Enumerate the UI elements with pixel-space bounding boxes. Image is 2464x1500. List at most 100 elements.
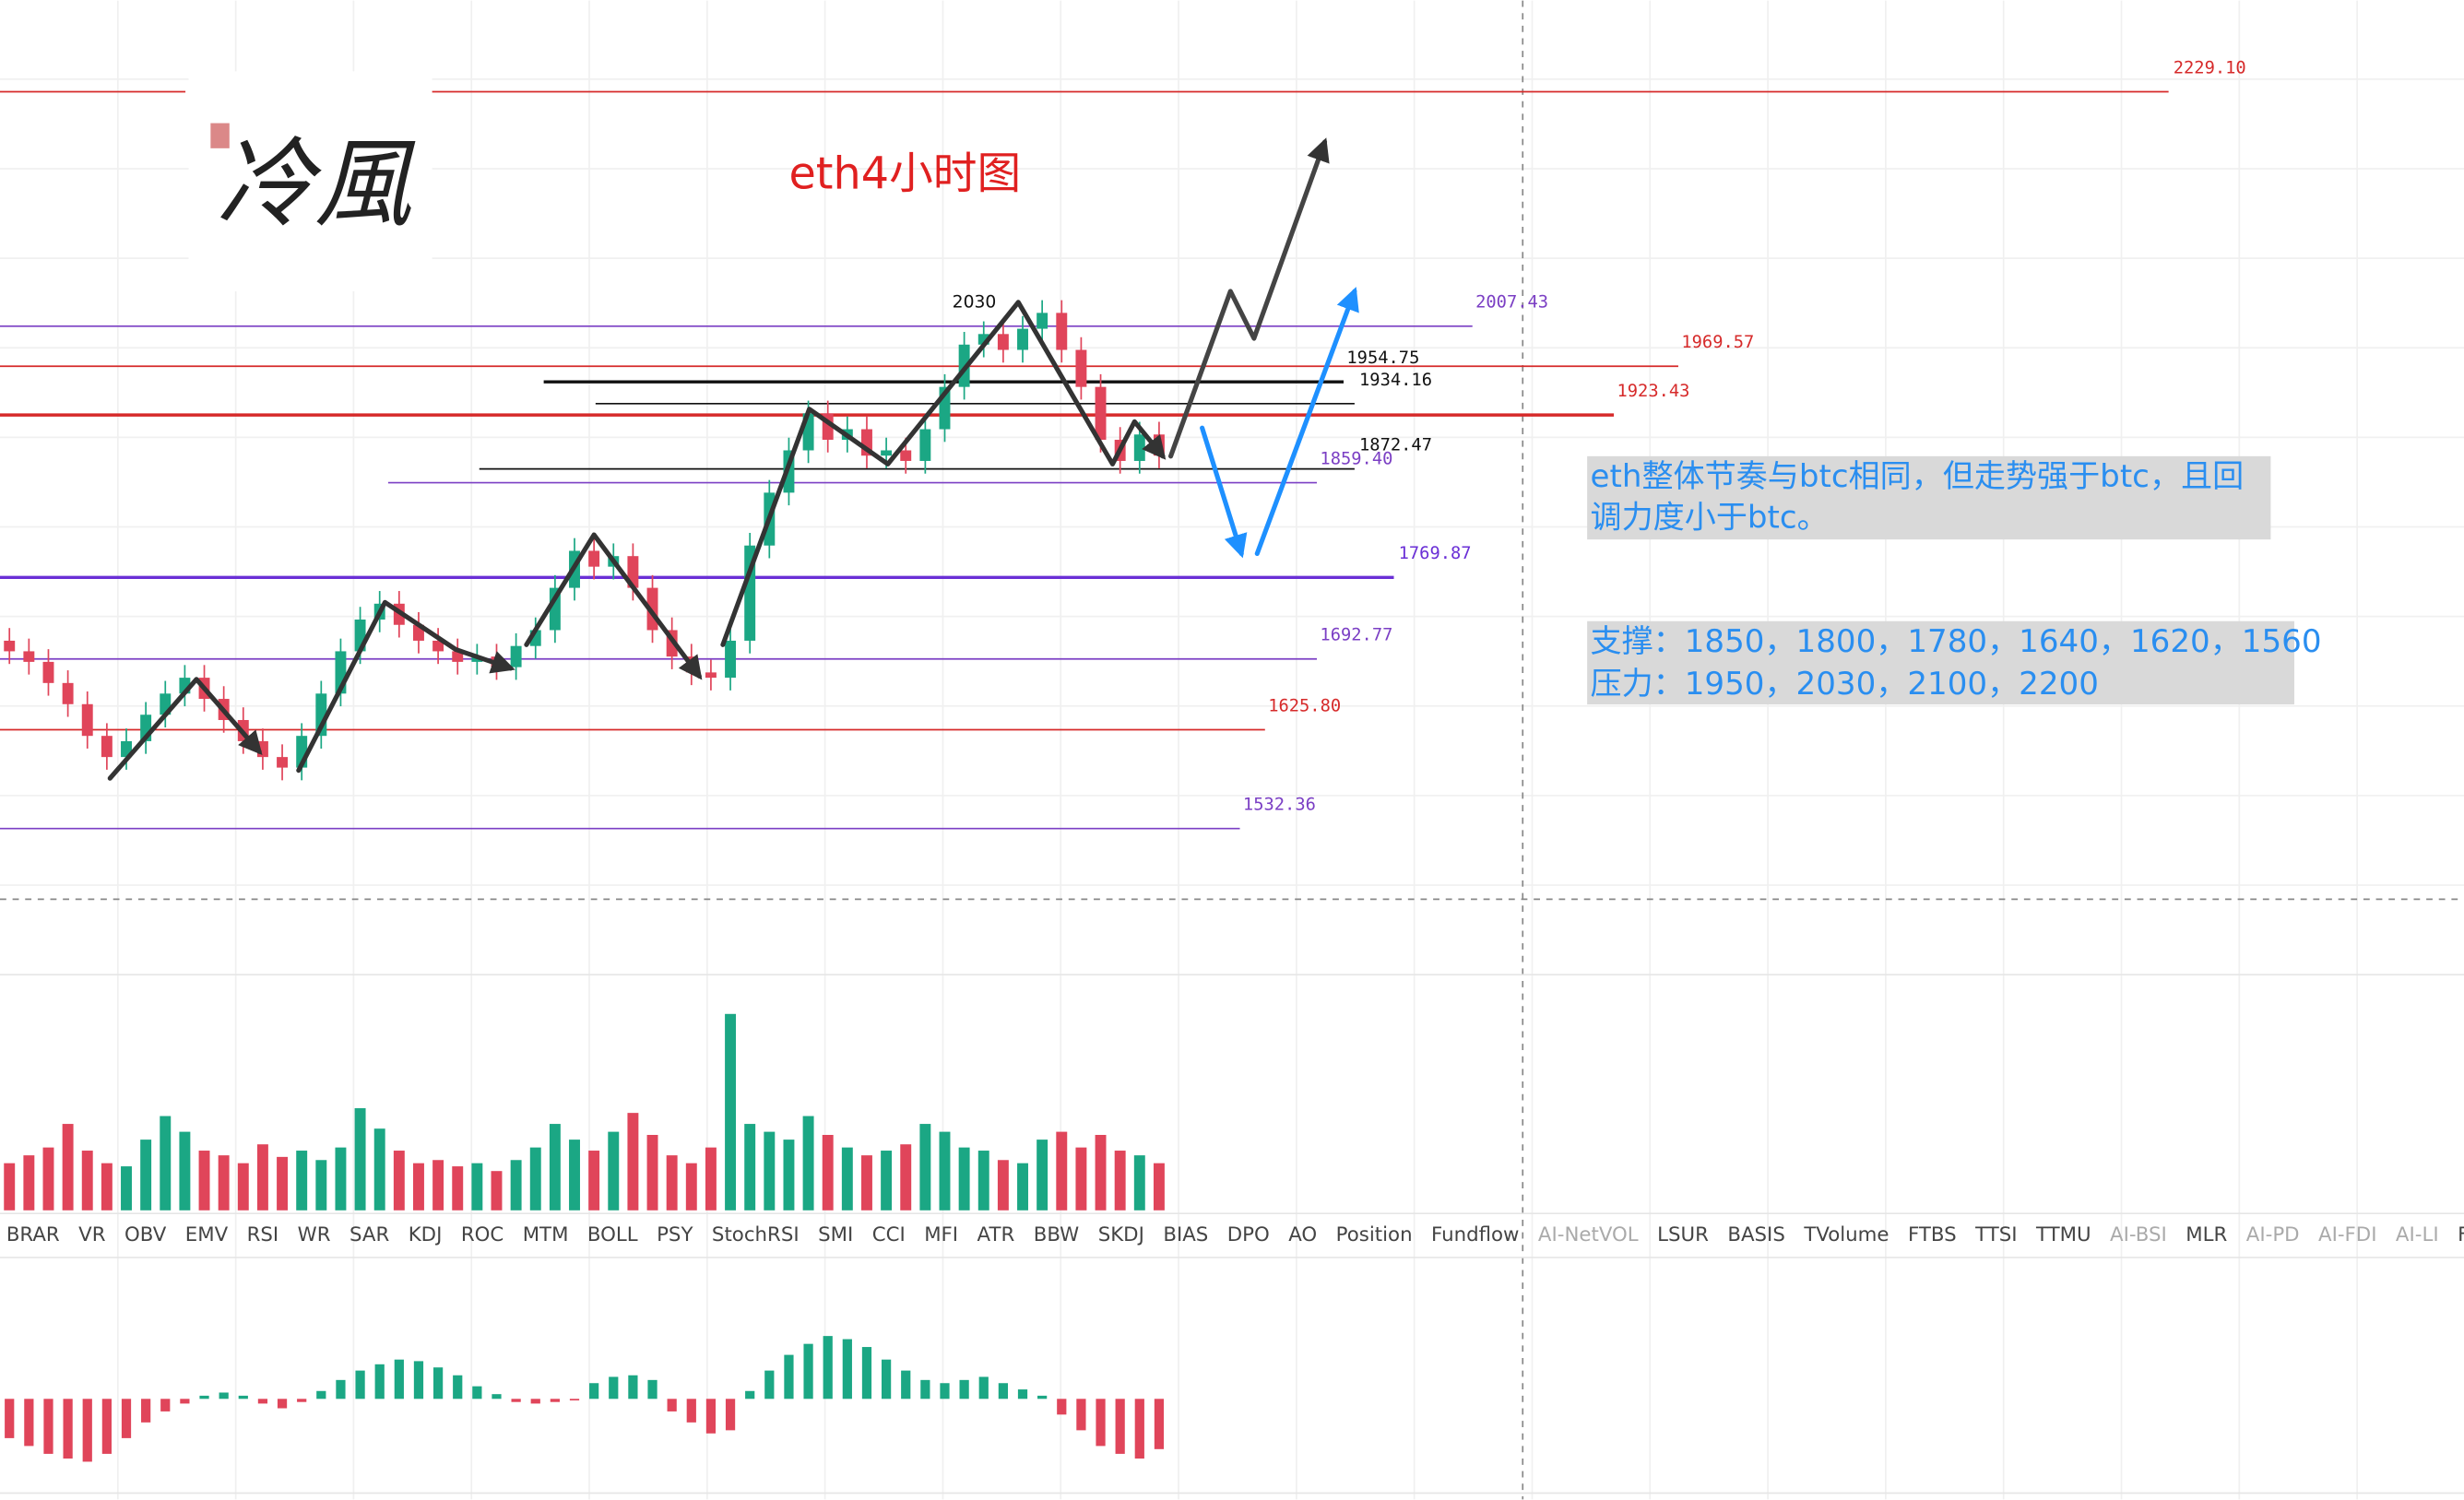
indicator-tab[interactable]: EMV [185, 1223, 229, 1246]
volume-bar [666, 1155, 678, 1211]
candle-body [1095, 386, 1107, 441]
macd-bar [589, 1383, 599, 1400]
candle-body [744, 545, 756, 641]
volume-bar [237, 1163, 249, 1211]
indicator-tab[interactable]: KDJ [409, 1223, 443, 1246]
indicator-tab[interactable]: FR [2458, 1223, 2464, 1246]
indicator-tab[interactable]: AI-LI [2396, 1223, 2439, 1246]
macd-bar [705, 1399, 717, 1434]
support-text: 支撑：1850，1800，1780，1640，1620，1560 [1591, 623, 2322, 660]
indicator-tab[interactable]: FTBS [1908, 1223, 1957, 1246]
volume-bar [491, 1171, 503, 1211]
macd-bar [940, 1383, 950, 1400]
volume-bar [764, 1131, 776, 1211]
indicator-tab[interactable]: AI-PD [2246, 1223, 2300, 1246]
macd-bar [413, 1361, 424, 1400]
indicator-tab[interactable]: StochRSI [712, 1223, 800, 1246]
candle-body [881, 450, 893, 456]
indicator-tab[interactable]: VR [78, 1223, 106, 1246]
indicator-tab[interactable]: RSI [247, 1223, 279, 1246]
indicator-tab[interactable]: BASIS [1727, 1223, 1785, 1246]
indicator-tab[interactable]: AI-NetVOL [1538, 1223, 1639, 1246]
indicator-tab[interactable]: SMI [818, 1223, 853, 1246]
indicator-tab[interactable]: ROC [461, 1223, 503, 1246]
macd-bar [432, 1367, 444, 1400]
chart-title: eth4小时图 [788, 149, 1021, 200]
candle-body [977, 334, 989, 345]
level-label: 1692.77 [1320, 626, 1392, 645]
volume-bar [1056, 1131, 1068, 1211]
candle-body [62, 682, 74, 704]
macd-bar [101, 1399, 112, 1454]
indicator-tab[interactable]: MLR [2186, 1223, 2227, 1246]
macd-bar [1115, 1399, 1125, 1454]
volume-bar [277, 1156, 289, 1211]
indicator-tab[interactable]: SKDJ [1098, 1223, 1144, 1246]
indicator-tab[interactable]: WR [298, 1223, 331, 1246]
candle-body [335, 651, 347, 694]
volume-bar [140, 1140, 152, 1211]
candle-body [277, 757, 289, 768]
indicator-tab[interactable]: BBW [1034, 1223, 1080, 1246]
macd-bar [609, 1376, 619, 1400]
candle-body [413, 624, 424, 641]
indicator-tab[interactable]: BRAR [6, 1223, 60, 1246]
candle-body [1056, 313, 1068, 350]
volume-bar [393, 1151, 405, 1211]
level-label: 1969.57 [1681, 333, 1754, 352]
volume-bar [179, 1131, 191, 1211]
level-label: 1532.36 [1243, 796, 1316, 815]
indicator-tab[interactable]: LSUR [1657, 1223, 1709, 1246]
macd-bar [1154, 1399, 1165, 1449]
macd-bar [842, 1339, 852, 1400]
indicator-tab[interactable]: MFI [924, 1223, 958, 1246]
macd-bar [1134, 1399, 1144, 1459]
indicator-tab[interactable]: CCI [872, 1223, 906, 1246]
indicator-tab[interactable]: PSY [657, 1223, 693, 1246]
volume-bar [783, 1140, 795, 1211]
candle-body [900, 450, 912, 461]
indicator-tab[interactable]: AI-BSI [2110, 1223, 2167, 1246]
volume-bar [725, 1013, 737, 1211]
candle-body [354, 620, 366, 652]
indicator-tab[interactable]: TVolume [1803, 1223, 1889, 1246]
indicator-tab[interactable]: TTSI [1974, 1223, 2017, 1246]
volume-bar [432, 1160, 444, 1211]
indicator-tab[interactable]: BIAS [1163, 1223, 1208, 1246]
volume-bar [569, 1140, 580, 1211]
indicator-tab[interactable]: BOLL [587, 1223, 638, 1246]
macd-bar [861, 1347, 872, 1400]
macd-bar [492, 1394, 502, 1400]
indicator-tab[interactable]: AO [1288, 1223, 1317, 1246]
indicator-tab[interactable]: DPO [1227, 1223, 1270, 1246]
indicator-tab[interactable]: Position [1336, 1223, 1413, 1246]
volume-bar [939, 1131, 951, 1211]
note: 调力度小于btc。 [1591, 499, 1829, 536]
candle-body [1133, 434, 1145, 461]
level-label: 1934.16 [1359, 371, 1432, 390]
macd-bar [1076, 1399, 1086, 1431]
macd-bar [141, 1399, 151, 1423]
indicator-tab[interactable]: TTMU [2035, 1223, 2091, 1246]
indicator-tab[interactable]: ATR [977, 1223, 1015, 1246]
volume-bar [802, 1116, 814, 1211]
indicator-tab[interactable]: OBV [124, 1223, 167, 1246]
candle-body [42, 661, 54, 683]
volume-bar [373, 1128, 385, 1211]
macd-bar [1017, 1389, 1028, 1400]
indicator-tab[interactable]: AI-FDI [2318, 1223, 2376, 1246]
indicator-tab[interactable]: MTM [523, 1223, 569, 1246]
candle-body [179, 678, 191, 694]
candle-body [432, 640, 444, 652]
macd-bar [277, 1399, 288, 1409]
macd-bar [901, 1370, 911, 1400]
macd-bar [1057, 1399, 1067, 1415]
candle-body [588, 550, 600, 567]
indicator-tab[interactable]: SAR [349, 1223, 389, 1246]
macd-bar [374, 1364, 385, 1400]
candle-body [529, 630, 541, 646]
indicator-tab[interactable]: Fundflow [1431, 1223, 1519, 1246]
volume-bar [627, 1113, 639, 1211]
